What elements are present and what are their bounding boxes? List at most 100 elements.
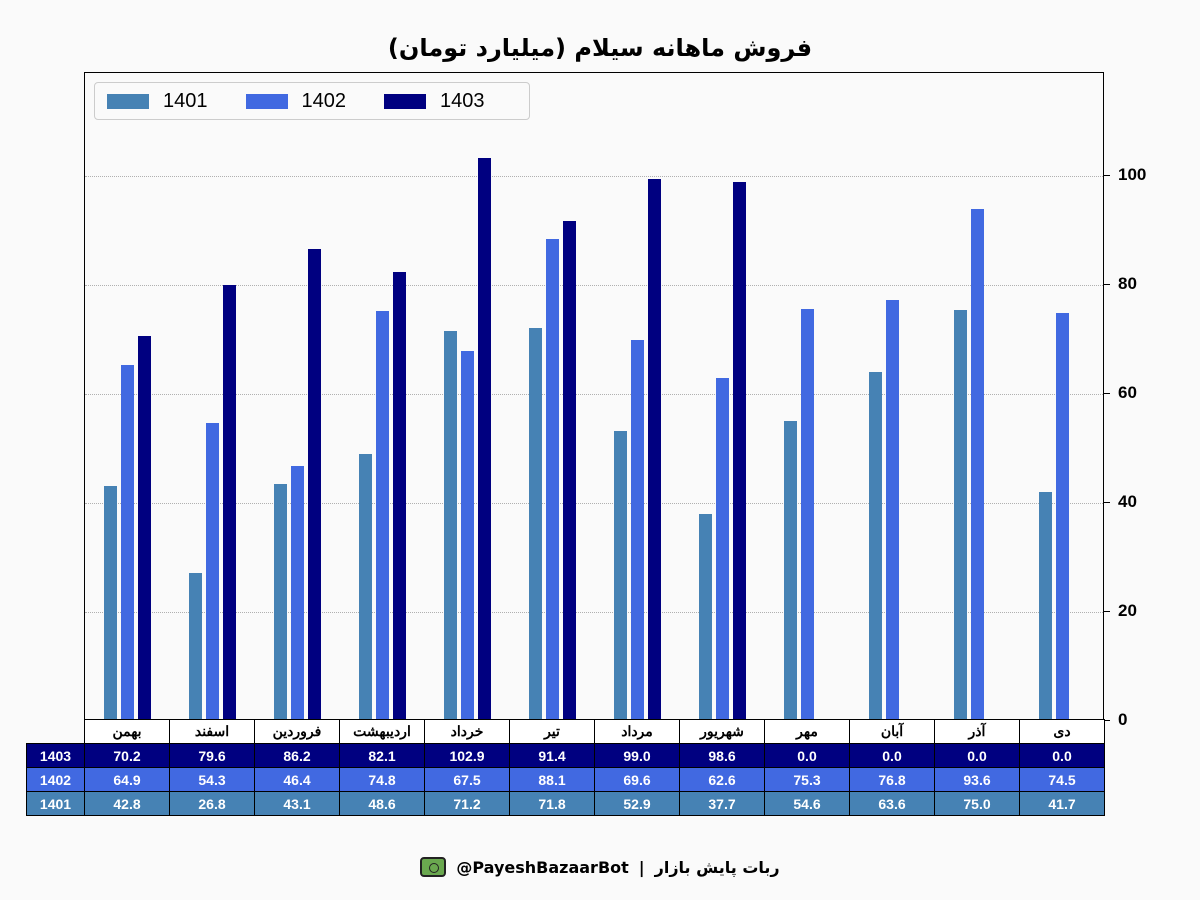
table-row-header: 1402: [26, 767, 85, 792]
table-cell: 26.8: [169, 791, 255, 816]
bar-1401: [444, 330, 457, 719]
table-col-header: خرداد: [424, 719, 510, 744]
y-tick: [1104, 502, 1110, 503]
gridline: [85, 503, 1103, 504]
legend-label: 1402: [301, 89, 347, 112]
bar-1403: [648, 179, 661, 719]
table-cell: 99.0: [594, 743, 680, 768]
bar-1401: [784, 421, 797, 719]
table-cell: 86.2: [254, 743, 340, 768]
table-col-header: آبان: [849, 719, 935, 744]
bar-1402: [121, 365, 134, 719]
table-cell: 71.2: [424, 791, 510, 816]
legend-label: 1403: [440, 89, 485, 112]
table-cell: 102.9: [424, 743, 510, 768]
footer-handle: @PayeshBazaarBot: [456, 857, 629, 877]
table-cell: 79.6: [169, 743, 255, 768]
table-cell: 54.3: [169, 767, 255, 792]
table-cell: 52.9: [594, 791, 680, 816]
y-tick-label: 100: [1118, 165, 1147, 184]
table-row: 1402 64.9 54.3 46.4 74.8 67.5 88.1 69.6 62.6 75.3…: [26, 767, 1105, 792]
table-col-header: شهریور: [679, 719, 765, 744]
robot-monitor-icon: [420, 857, 447, 877]
bar-1403: [308, 249, 321, 719]
bar-1401: [869, 372, 882, 719]
legend-swatch: [384, 93, 426, 109]
bar-1403: [393, 271, 406, 719]
y-tick-label: 40: [1118, 492, 1137, 511]
legend-item: 1401: [107, 90, 226, 113]
table-cell: 74.8: [339, 767, 425, 792]
bar-1402: [886, 300, 899, 719]
y-tick: [1104, 175, 1110, 176]
table-col-header: مرداد: [594, 719, 680, 744]
bar-1403: [138, 336, 151, 719]
table-cell: 0.0: [1019, 743, 1105, 768]
bar-1401: [954, 310, 967, 719]
bar-1402: [206, 423, 219, 719]
table-cell: 88.1: [509, 767, 595, 792]
table-cell: 76.8: [849, 767, 935, 792]
bar-1402: [971, 208, 984, 719]
table-cell: 74.5: [1019, 767, 1105, 792]
table-cell: 0.0: [849, 743, 935, 768]
legend-swatch: [245, 93, 288, 109]
table-cell: 63.6: [849, 791, 935, 816]
bar-1402: [546, 238, 559, 719]
table-cell: 0.0: [934, 743, 1020, 768]
bar-1402: [716, 377, 729, 719]
table-cell: 75.3: [764, 767, 850, 792]
bar-1401: [529, 327, 542, 719]
footer: @PayeshBazaarBot | ربات پایش بازار: [0, 857, 1200, 881]
bar-1402: [376, 311, 389, 719]
y-tick: [1104, 393, 1110, 394]
y-tick-label: 0: [1118, 710, 1128, 729]
legend-item: 1403: [384, 90, 503, 113]
table-cell: 64.9: [84, 767, 170, 792]
table-col-header: اسفند: [169, 719, 255, 744]
table-col-header: آذر: [934, 719, 1020, 744]
table-cell: 75.0: [934, 791, 1020, 816]
y-tick: [1104, 284, 1110, 285]
legend-swatch: [107, 93, 149, 109]
gridline: [85, 612, 1103, 613]
table-cell: 54.6: [764, 791, 850, 816]
bar-1402: [1056, 312, 1069, 719]
bar-1401: [1039, 491, 1052, 719]
gridline: [85, 176, 1103, 177]
footer-separator: |: [638, 857, 645, 877]
legend: 1401 1402 1403: [94, 82, 530, 120]
chart-title: فروش ماهانه سیلام (میلیارد تومان): [387, 34, 813, 62]
y-tick: [1104, 611, 1110, 612]
bar-1402: [631, 339, 644, 719]
table-cell: 69.6: [594, 767, 680, 792]
table-cell: 62.6: [679, 767, 765, 792]
table-col-header: مهر: [764, 719, 850, 744]
table-row-header: 1403: [26, 743, 85, 768]
bar-1402: [461, 351, 474, 719]
bar-1402: [291, 466, 304, 719]
bar-1401: [189, 572, 202, 719]
table-cell: 43.1: [254, 791, 340, 816]
bar-1403: [733, 181, 746, 719]
legend-item: 1402: [245, 89, 365, 113]
y-tick-label: 20: [1118, 601, 1137, 620]
table-cell: 48.6: [339, 791, 425, 816]
table-cell: 42.8: [84, 791, 170, 816]
table-cell: 93.6: [934, 767, 1020, 792]
table-row: 1403 70.2 79.6 86.2 82.1 102.9 91.4 99.0 98.6 0.0…: [26, 743, 1105, 768]
footer-text: ربات پایش بازار: [654, 857, 780, 877]
legend-label: 1401: [163, 89, 208, 112]
table-col-header: اردیبهشت: [339, 719, 425, 744]
bar-1402: [801, 308, 814, 719]
table-cell: 71.8: [509, 791, 595, 816]
table-cell: 98.6: [679, 743, 765, 768]
table-cell: 82.1: [339, 743, 425, 768]
gridline: [85, 394, 1103, 395]
table-row-header: 1401: [26, 791, 85, 816]
bar-1401: [274, 484, 287, 719]
bar-1401: [359, 454, 372, 719]
table-col-header: بهمن: [84, 719, 170, 744]
table-cell: 41.7: [1019, 791, 1105, 816]
table-cell: 0.0: [764, 743, 850, 768]
